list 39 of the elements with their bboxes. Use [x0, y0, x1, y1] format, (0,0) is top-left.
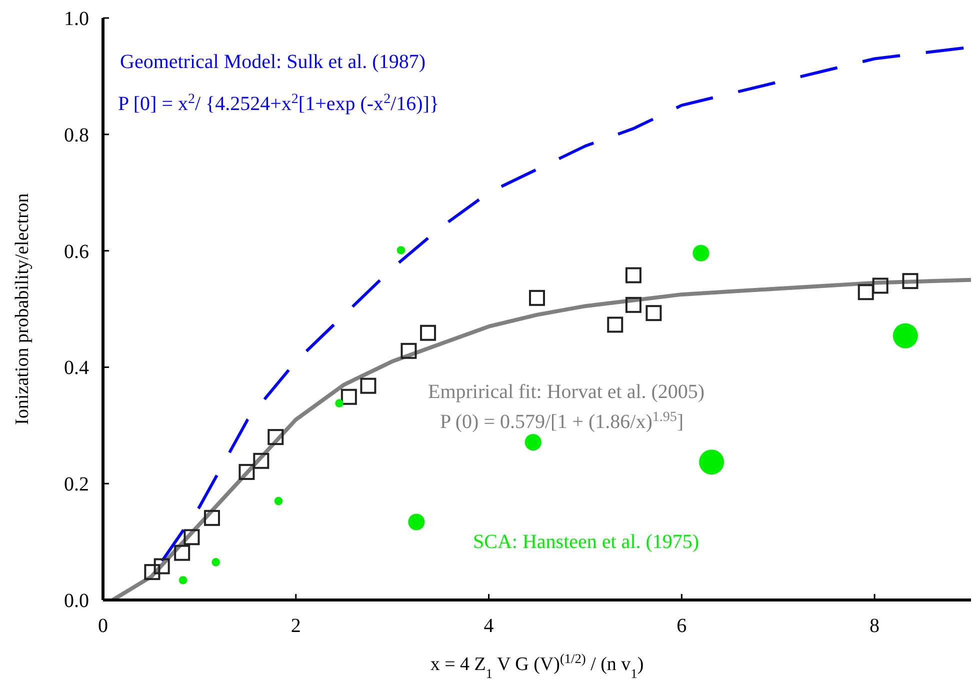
point: [144, 564, 160, 580]
point: [607, 316, 624, 333]
y-tick-label: 0.4: [64, 357, 89, 380]
point: [872, 278, 888, 294]
x-tick-label: 6: [676, 615, 687, 637]
y-axis-title: Ionization probability/electron: [12, 192, 33, 425]
point: [625, 296, 642, 313]
x-tick-label: 8: [870, 615, 880, 637]
y-tick-label: 0.8: [64, 124, 89, 146]
annotation: P (0) = 0.579/[1 + (1.86/x)$^{1.95}$]: [440, 410, 684, 433]
point: [174, 544, 190, 561]
point: [360, 378, 376, 394]
point: [902, 273, 918, 290]
line-series: [110, 278, 971, 600]
point: [184, 529, 200, 546]
point: [253, 452, 270, 469]
point: [858, 284, 874, 300]
point: [340, 388, 357, 405]
y-tick-label: 1.0: [64, 8, 89, 30]
point: [154, 558, 170, 574]
annotation: P [0] = x$^{2}$/ {4.2524+x$^{2}$[1+exp (-x$^{2}$/16)]}: [118, 92, 440, 115]
point: [646, 305, 662, 322]
x-tick-label: 4: [484, 615, 494, 637]
series-label: Emprirical fit: Horvat et al. (2005): [428, 381, 705, 403]
x-tick-label: 0: [98, 615, 108, 637]
text: SCA: Hansteen et al. (1975): [473, 531, 700, 553]
y-tick-label: 0.0: [64, 590, 89, 612]
point: [625, 267, 642, 284]
text: Geometrical Model: Sulk et al. (1987): [120, 51, 426, 73]
point: [238, 464, 255, 480]
point: [204, 510, 220, 526]
point: [268, 429, 284, 446]
point: [400, 342, 417, 359]
y-tick-label: 0.6: [64, 240, 89, 263]
x-axis-title: x = 4 Z$_{1}$ V G (V)$^{(1/2)}$ / (n v$_{1}$): [430, 650, 644, 680]
point: [529, 290, 545, 306]
x-tick-label: 2: [290, 615, 301, 637]
y-tick-label: 0.2: [64, 474, 89, 496]
point: [420, 324, 436, 341]
